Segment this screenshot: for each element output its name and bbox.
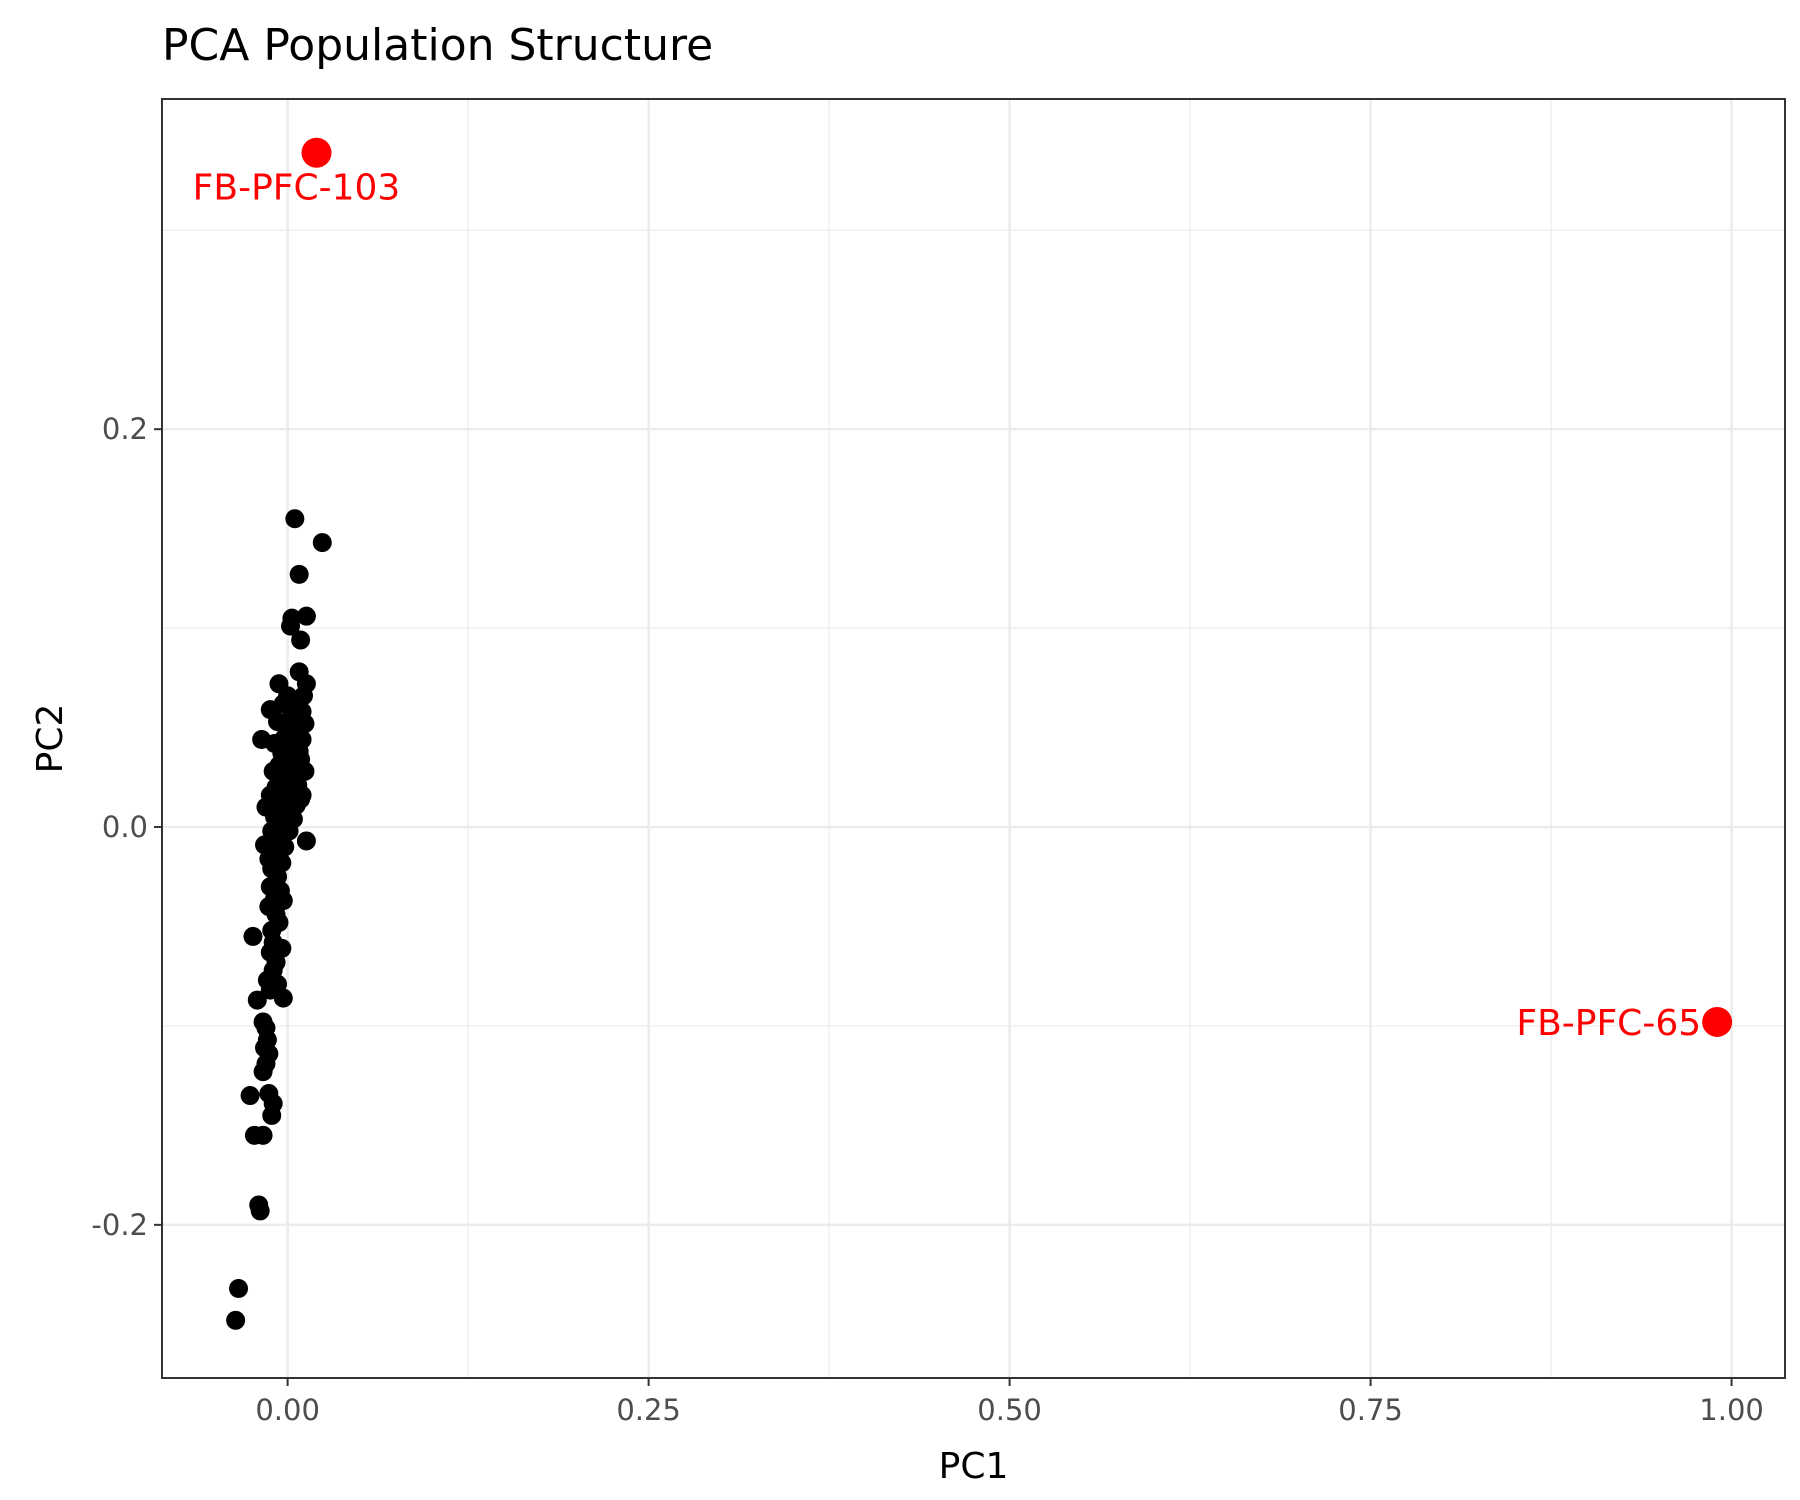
data-point: [240, 1086, 260, 1106]
data-points: [226, 509, 332, 1330]
y-axis-title: PC2: [30, 704, 71, 774]
panel-border: [161, 98, 1786, 1379]
highlighted-points: FB-PFC-103 FB-PFC-65: [193, 137, 1733, 1044]
data-point: [285, 509, 305, 529]
data-point: [250, 1201, 270, 1221]
data-point: [291, 789, 311, 809]
y-tick-label: -0.2: [91, 1208, 148, 1242]
axis-ticks: 0.00 0.25 0.50 0.75 1.00 -0.2 0.0 0.2: [91, 412, 1763, 1427]
y-tick-label: 0.0: [102, 810, 148, 844]
highlighted-point: [1702, 1006, 1733, 1037]
data-point: [273, 891, 293, 911]
y-tick-label: 0.2: [102, 412, 148, 446]
x-tick-label: 0.00: [255, 1393, 320, 1427]
x-tick-label: 1.00: [1699, 1393, 1764, 1427]
x-tick-label: 0.75: [1338, 1393, 1403, 1427]
highlighted-point: [301, 137, 332, 168]
data-point: [312, 533, 332, 553]
data-point: [226, 1310, 246, 1330]
x-tick-label: 0.25: [616, 1393, 681, 1427]
x-tick-label: 0.50: [977, 1393, 1042, 1427]
data-point: [253, 1125, 273, 1145]
data-point: [253, 1062, 273, 1082]
data-point: [229, 1278, 249, 1298]
data-point: [296, 831, 316, 851]
data-point: [291, 630, 311, 650]
data-point: [243, 926, 263, 946]
chart-title: PCA Population Structure: [162, 20, 713, 71]
highlighted-point-label: FB-PFC-65: [1516, 1003, 1701, 1044]
data-point: [247, 990, 267, 1010]
data-point: [295, 761, 315, 781]
data-point: [296, 606, 316, 626]
data-point: [289, 564, 309, 584]
data-point: [273, 988, 293, 1008]
data-point: [262, 1105, 282, 1125]
data-point: [281, 616, 301, 636]
grid-lines: [162, 99, 1785, 1378]
x-axis-title: PC1: [939, 1446, 1009, 1487]
highlighted-point-label: FB-PFC-103: [193, 168, 401, 209]
